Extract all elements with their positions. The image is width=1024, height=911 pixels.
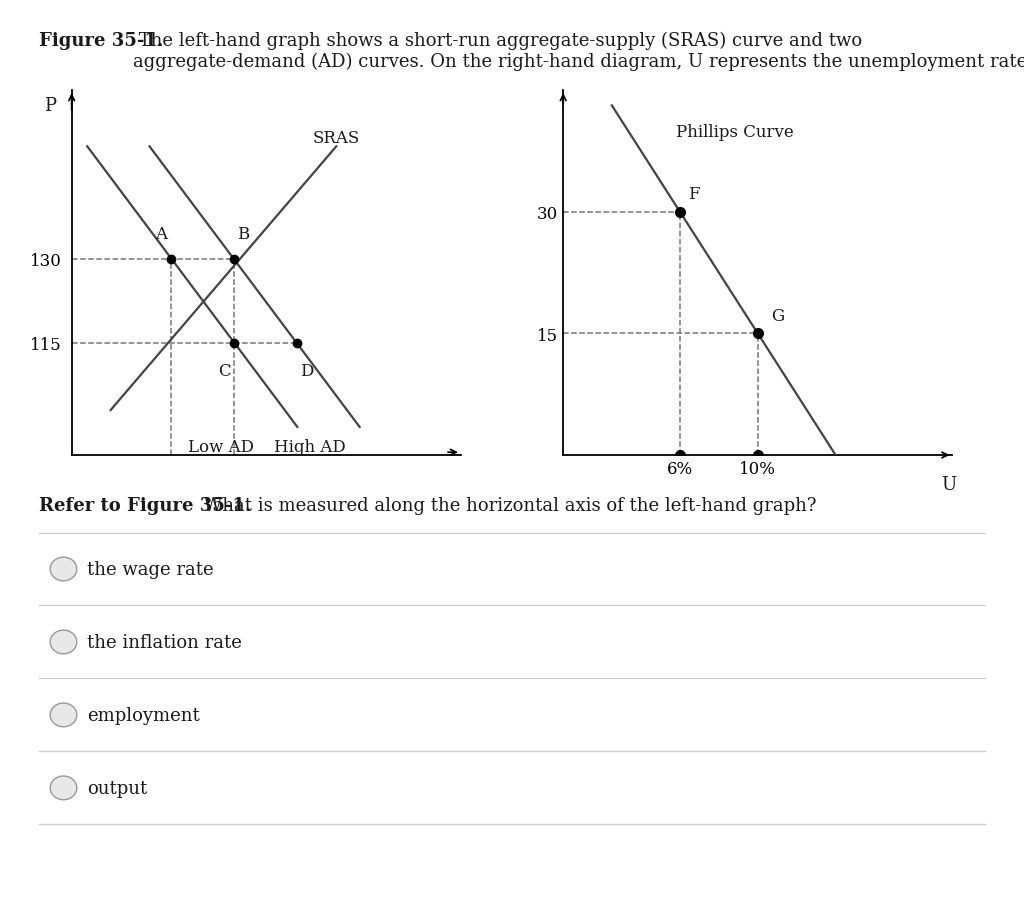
Text: High AD: High AD: [274, 439, 346, 456]
Text: G: G: [771, 307, 784, 324]
Text: F: F: [688, 186, 699, 203]
Text: D: D: [300, 363, 313, 380]
Text: employment: employment: [87, 706, 200, 724]
Text: the inflation rate: the inflation rate: [87, 633, 242, 651]
Text: What is measured along the horizontal axis of the left-hand graph?: What is measured along the horizontal ax…: [198, 496, 816, 515]
Text: P: P: [44, 97, 56, 115]
Text: B: B: [238, 226, 250, 242]
Text: Phillips Curve: Phillips Curve: [676, 124, 794, 140]
Text: the wage rate: the wage rate: [87, 560, 214, 578]
Text: The left-hand graph shows a short-run aggregate-supply (SRAS) curve and two
aggr: The left-hand graph shows a short-run ag…: [133, 32, 1024, 71]
Text: U: U: [941, 476, 956, 494]
Text: Low AD: Low AD: [188, 439, 254, 456]
Text: output: output: [87, 779, 147, 797]
Text: A: A: [156, 226, 168, 242]
Text: C: C: [218, 363, 231, 380]
Text: Refer to Figure 35-1.: Refer to Figure 35-1.: [39, 496, 251, 515]
Text: Figure 35-1.: Figure 35-1.: [39, 32, 163, 50]
Text: SRAS: SRAS: [313, 130, 360, 148]
